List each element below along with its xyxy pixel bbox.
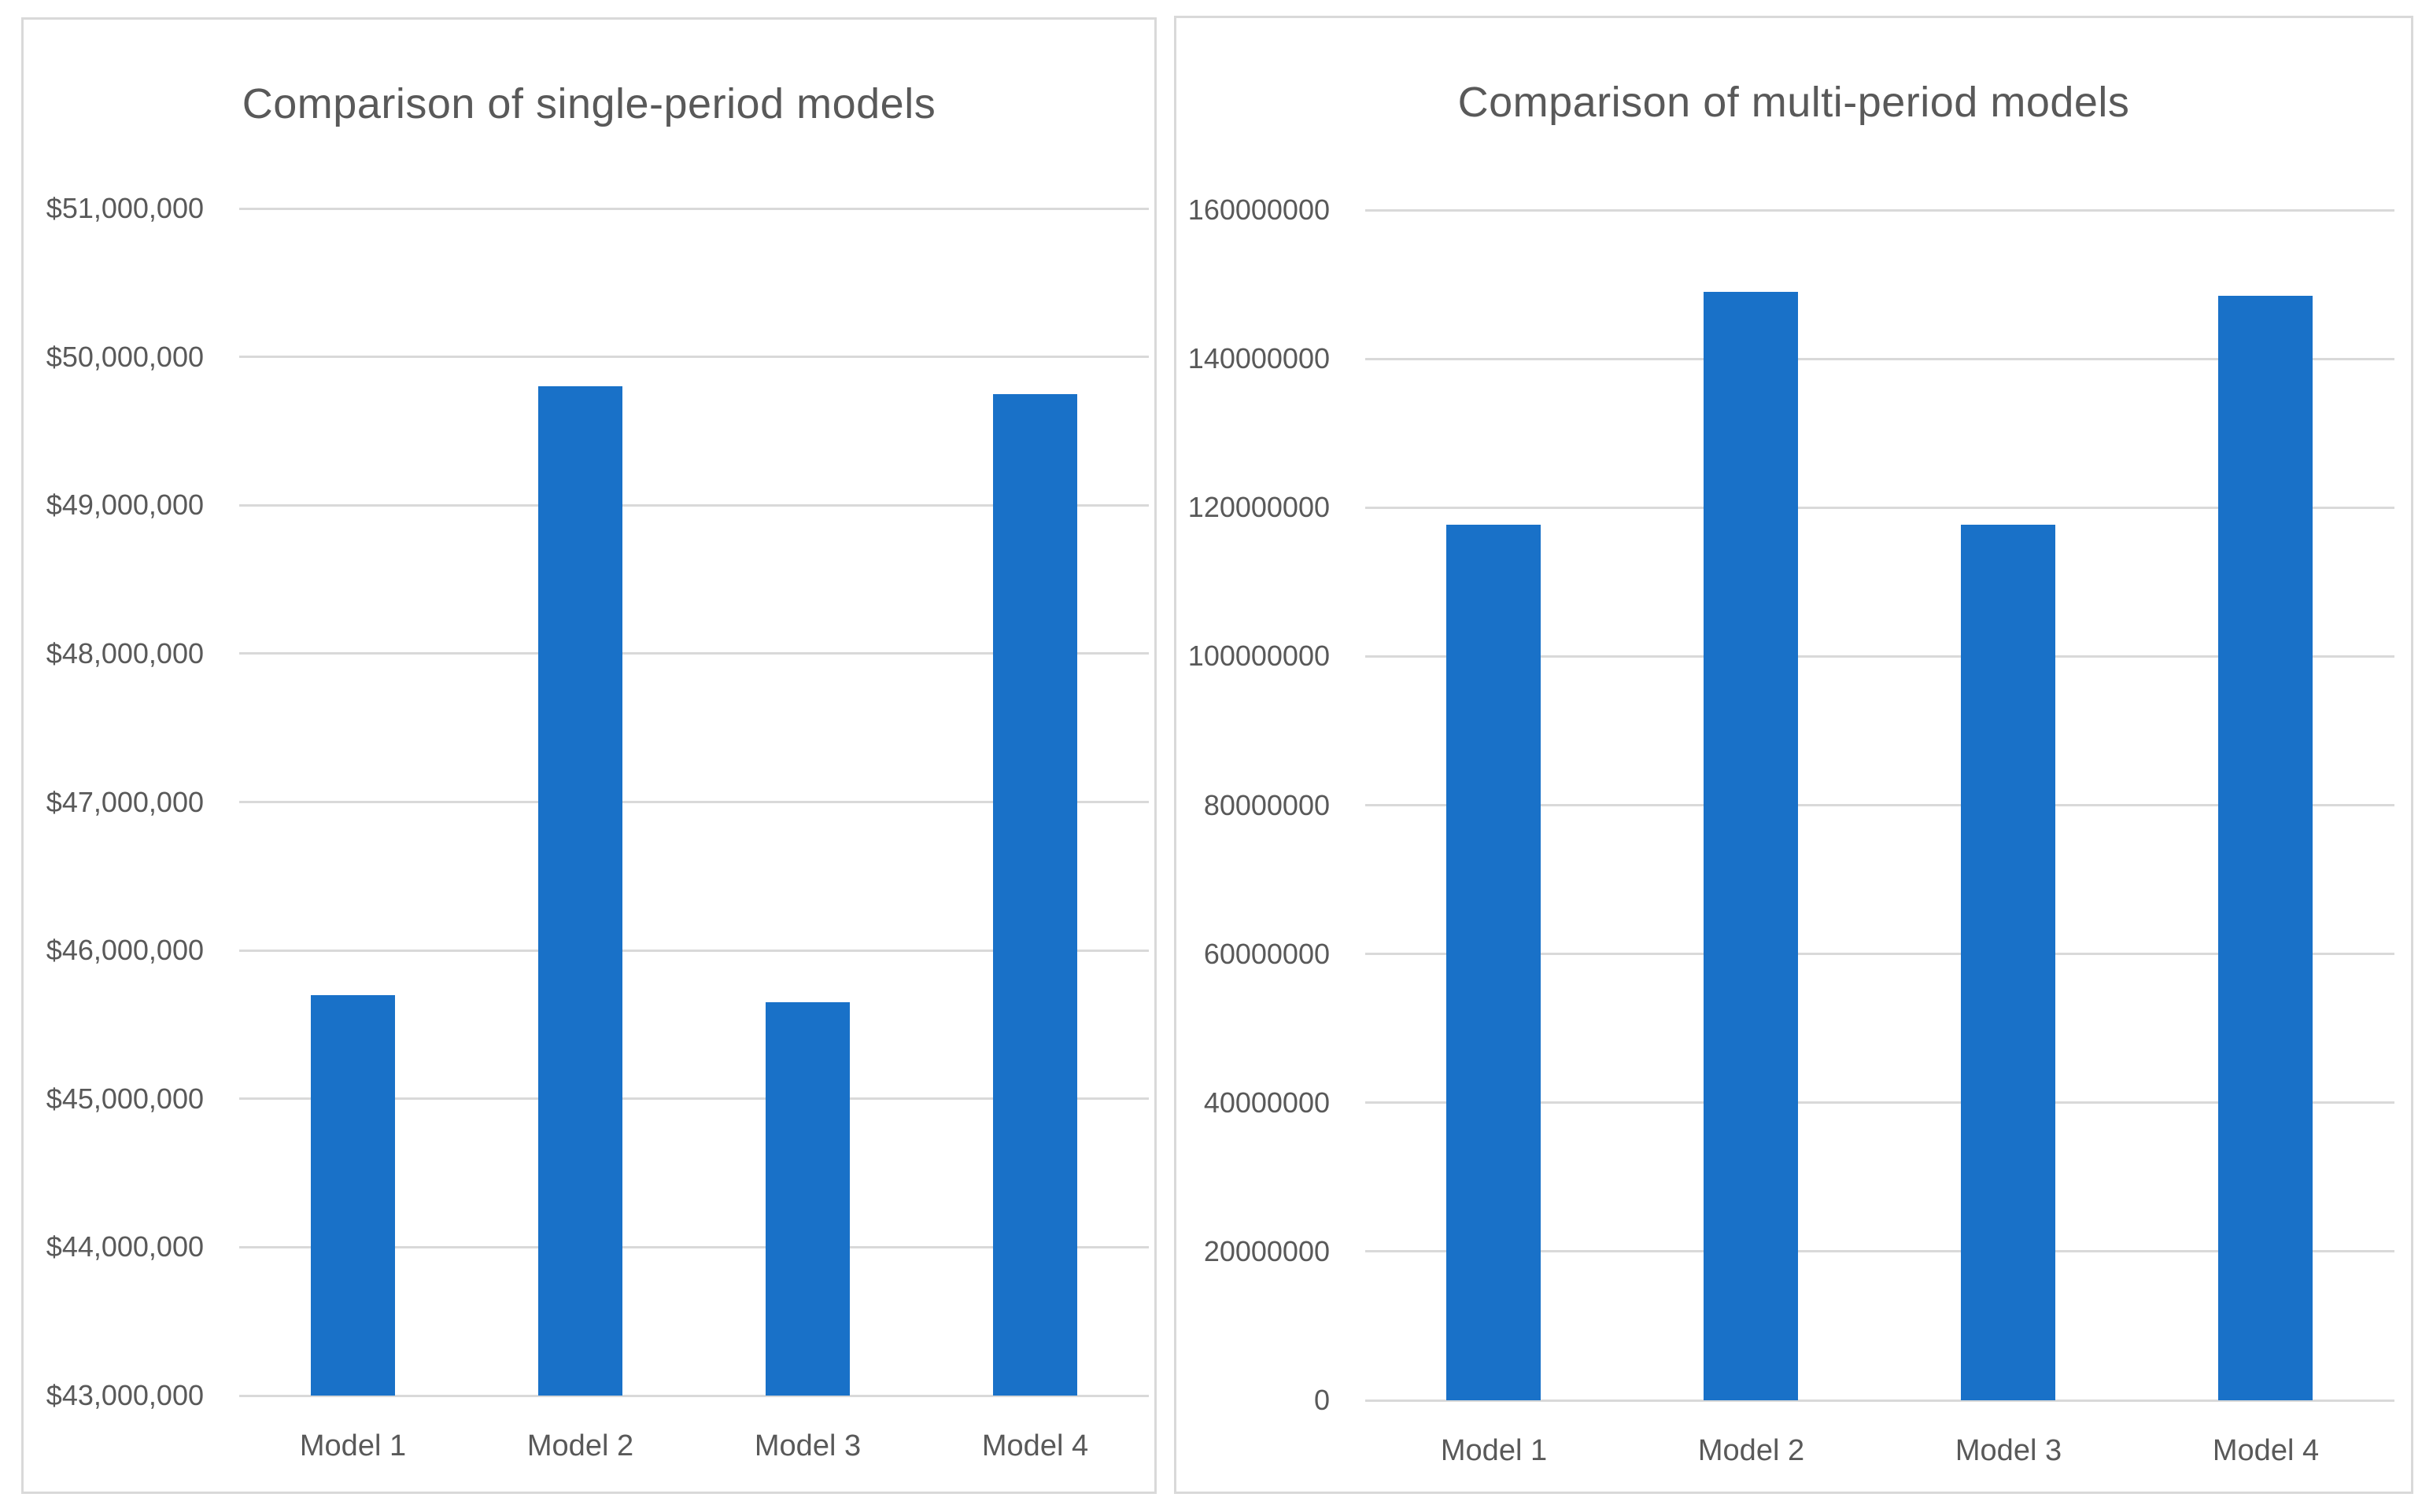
gridline: [1365, 953, 2394, 956]
gridline: [239, 1097, 1149, 1101]
y-tick-label: $48,000,000: [46, 636, 204, 669]
gridline: [1365, 1101, 2394, 1104]
gridline: [1365, 357, 2394, 360]
bar-model-4: [993, 393, 1077, 1396]
bar-model-3: [766, 1002, 850, 1396]
multi-period-chart-panel: Comparison of multi-period models 160000…: [1174, 16, 2413, 1494]
bar-model-4: [2218, 295, 2313, 1400]
y-tick-label: $51,000,000: [46, 192, 204, 224]
x-category-label: Model 4: [2212, 1434, 2320, 1467]
y-tick-label: $47,000,000: [46, 785, 204, 818]
y-tick-label: 60000000: [1203, 937, 1330, 970]
y-tick-label: $50,000,000: [46, 340, 204, 373]
bar-model-2: [538, 386, 622, 1396]
gridline: [239, 503, 1149, 507]
y-tick-label: $46,000,000: [46, 934, 204, 967]
y-tick-label: 0: [1313, 1384, 1330, 1416]
y-tick-label: $43,000,000: [46, 1379, 204, 1411]
x-category-label: Model 1: [299, 1429, 407, 1462]
x-category-label: Model 4: [981, 1429, 1089, 1462]
y-tick-label: 80000000: [1203, 788, 1330, 821]
bar-model-3: [1961, 524, 2056, 1400]
x-category-label: Model 2: [526, 1429, 634, 1462]
gridline: [239, 801, 1149, 803]
gridline: [1365, 1250, 2394, 1253]
y-tick-label: 160000000: [1187, 194, 1330, 226]
single-period-chart-panel: Comparison of single-period models $51,0…: [21, 17, 1157, 1494]
bar-model-1: [311, 994, 395, 1396]
gridline: [1365, 506, 2394, 509]
gridline: [239, 652, 1149, 655]
x-category-label: Model 3: [754, 1429, 862, 1462]
y-tick-label: 120000000: [1187, 491, 1330, 524]
x-category-label: Model 2: [1697, 1434, 1805, 1467]
gridline: [239, 949, 1149, 952]
gridline: [239, 1245, 1149, 1248]
y-tick-label: 20000000: [1203, 1234, 1330, 1267]
multi-period-plot-area: [1365, 208, 2394, 1402]
bar-model-2: [1704, 292, 1799, 1400]
y-tick-label: 100000000: [1187, 640, 1330, 673]
y-tick-label: $49,000,000: [46, 489, 204, 522]
x-category-label: Model 3: [1955, 1434, 2062, 1467]
y-tick-label: 40000000: [1203, 1086, 1330, 1119]
multi-period-chart-title: Comparison of multi-period models: [1457, 79, 2130, 126]
gridline: [239, 356, 1149, 359]
x-category-label: Model 1: [1440, 1434, 1548, 1467]
gridline: [1365, 655, 2394, 658]
bar-model-1: [1446, 524, 1541, 1400]
gridline: [1365, 208, 2394, 212]
single-period-chart-title: Comparison of single-period models: [242, 80, 936, 127]
gridline: [1365, 804, 2394, 806]
gridline: [239, 1394, 1149, 1397]
y-tick-label: 140000000: [1187, 342, 1330, 375]
gridline: [239, 207, 1149, 210]
y-tick-label: $44,000,000: [46, 1230, 204, 1263]
y-tick-label: $45,000,000: [46, 1082, 204, 1115]
single-period-plot-area: [239, 207, 1149, 1397]
gridline: [1365, 1399, 2394, 1402]
